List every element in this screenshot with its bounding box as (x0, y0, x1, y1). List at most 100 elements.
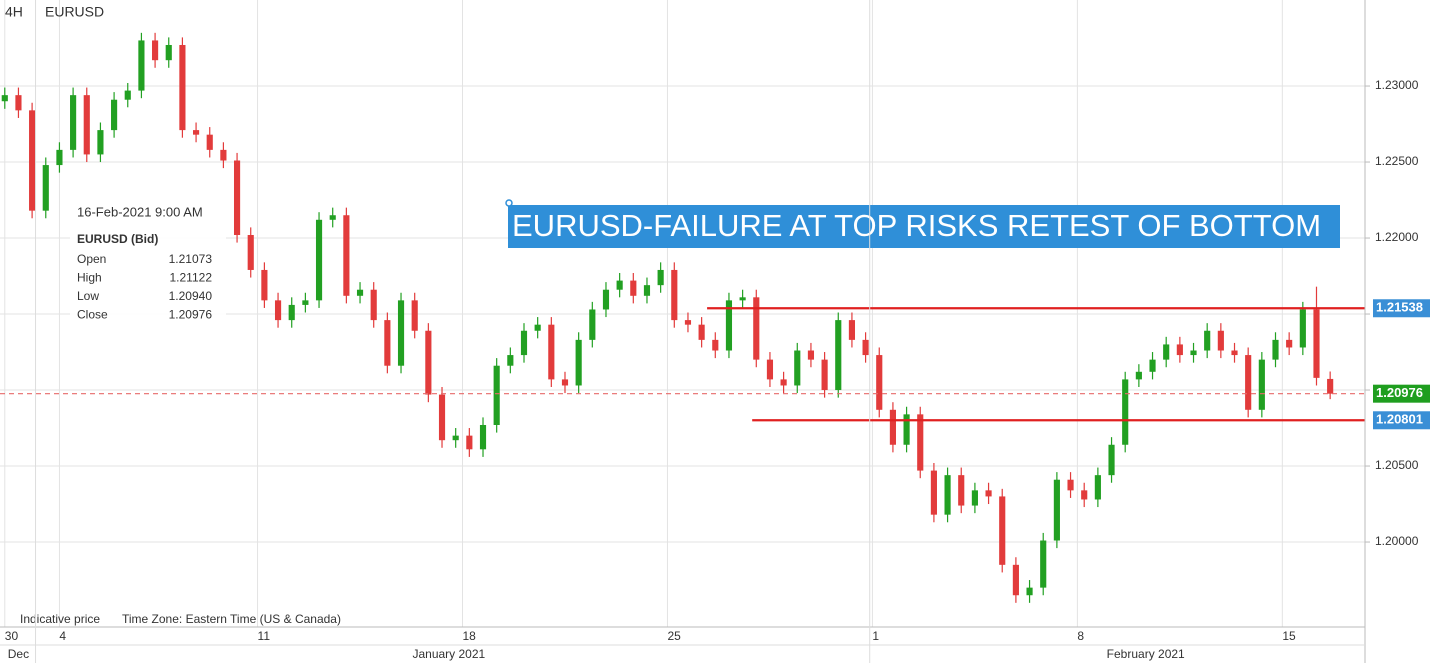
candle-body (712, 339, 719, 351)
y-tick-label: 1.20500 (1375, 458, 1419, 472)
footer-left: Indicative price (20, 612, 100, 626)
candle-body (411, 300, 418, 331)
candle-body (616, 280, 623, 290)
candle-body (1081, 490, 1088, 500)
tooltip-row-value: 1.21073 (169, 252, 213, 266)
candle-body (1231, 350, 1238, 356)
candle-body (247, 234, 254, 270)
candle-body (999, 496, 1006, 565)
candle-body (917, 414, 924, 471)
candle-body (889, 409, 896, 445)
candle-body (1163, 344, 1170, 360)
tooltip-row-name: Open (77, 252, 106, 266)
candle-body (15, 95, 22, 111)
candle-body (70, 95, 77, 150)
candle-body (29, 110, 36, 211)
last-price-badge (1373, 384, 1430, 403)
candle-body (520, 330, 528, 356)
candle-body (397, 300, 405, 366)
candle-body (698, 324, 705, 340)
candle-body (794, 350, 801, 386)
x-tick-label: 8 (1077, 629, 1084, 643)
candle-body (561, 379, 569, 386)
candle-body (971, 490, 978, 506)
candle-body (780, 379, 787, 386)
candle-body (630, 280, 637, 296)
candle-body (1176, 344, 1183, 356)
candle-body (1327, 378, 1334, 394)
candle-body (1204, 330, 1211, 351)
tooltip: 16-Feb-2021 9:00 AM EURUSD (Bid) Open 1.2… (70, 200, 226, 330)
annotation-anchor (505, 199, 513, 207)
x-tick-label: 30 (5, 629, 19, 643)
candle-body (671, 269, 678, 321)
tooltip-row-name: Close (77, 308, 108, 322)
candle-body (452, 435, 459, 441)
candle-body (138, 40, 145, 91)
tooltip-row-value: 1.20976 (169, 308, 213, 322)
candle-body (165, 44, 172, 61)
y-tick-label: 1.23000 (1375, 78, 1419, 92)
candle-body (425, 330, 432, 395)
candle-body (903, 414, 910, 445)
candle-body (288, 304, 295, 321)
candle-body (384, 320, 391, 366)
plot (1, 32, 1334, 603)
candle-body (343, 215, 350, 296)
x-tick-label: 15 (1282, 629, 1296, 643)
candle-body (575, 339, 582, 386)
tooltip-box (70, 200, 226, 330)
candle-body (233, 160, 241, 235)
candle-body (370, 289, 377, 321)
level-label: 1.21538 (1376, 300, 1423, 315)
candle-body (1094, 475, 1101, 500)
tooltip-row-name: Low (77, 289, 99, 303)
candle-body (42, 165, 49, 211)
candle-body (1122, 379, 1129, 445)
tooltip-rows: Open 1.21073 High 1.21122 Low 1.20940 Close 1.2… (77, 252, 212, 322)
tooltip-symbol: EURUSD (Bid) (77, 232, 158, 246)
candle-body (179, 44, 186, 131)
candle-body (684, 320, 692, 325)
candle-body (1026, 587, 1033, 596)
candle-body (1, 95, 8, 102)
candle-body (56, 149, 63, 166)
candle-body (466, 435, 473, 450)
candle-body (111, 99, 118, 131)
tooltip-time: 16-Feb-2021 9:00 AM (77, 204, 203, 219)
candle-body (739, 297, 746, 301)
candle-body (930, 470, 937, 515)
tooltip-row-value: 1.21122 (170, 271, 213, 285)
candle-body (548, 324, 555, 380)
x-tick-label: 1 (872, 629, 879, 643)
month-label: January 2021 (412, 647, 485, 661)
candle-body (302, 300, 309, 305)
candle-body (83, 95, 90, 155)
candle-body (1217, 330, 1224, 351)
candle-body (152, 40, 159, 61)
candle-body (1067, 479, 1074, 491)
candle-body (862, 339, 869, 356)
y-tick-label: 1.22000 (1375, 230, 1419, 244)
candle-body (507, 355, 514, 366)
candle-body (1286, 339, 1293, 348)
candle-body (807, 350, 815, 360)
candle-body (1149, 359, 1156, 372)
candle-body (220, 149, 227, 161)
x-tick-label: 4 (59, 629, 66, 643)
candle-body (1313, 309, 1320, 378)
candle-body (1135, 371, 1142, 380)
candle-body (985, 490, 992, 497)
candle-body (766, 359, 774, 380)
candle-body (438, 394, 446, 441)
candle-body (1012, 564, 1019, 596)
candle-body (835, 320, 842, 391)
candle-body (192, 130, 200, 135)
candle-body (1245, 355, 1252, 410)
candle-body (1190, 350, 1197, 356)
level-badge (1373, 299, 1430, 318)
candle-body (493, 365, 500, 425)
timeframe: 4H (5, 4, 23, 20)
